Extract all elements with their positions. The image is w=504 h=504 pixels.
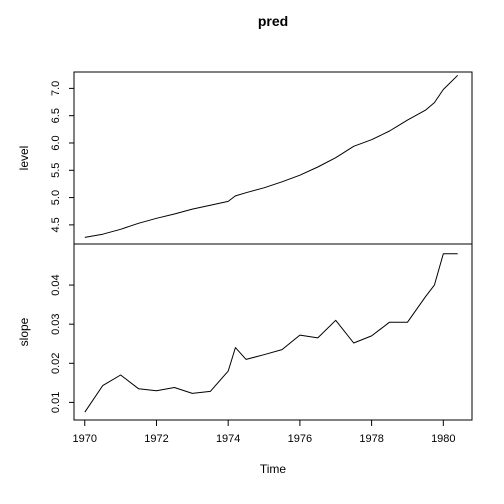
slope-y-ticks: 0.01 0.02 0.03 0.04 [50,274,74,413]
x-tick-label: 1972 [144,433,168,445]
slope-y-tick-label: 0.03 [50,313,62,334]
x-tick-label: 1976 [288,433,312,445]
slope-axis-label: slope [17,317,31,346]
level-y-tick-label: 6.0 [50,135,62,150]
level-y-tick-label: 5.0 [50,190,62,205]
slope-panel: slope 0.01 0.02 0.03 0.04 [17,243,473,421]
x-tick-label: 1974 [216,433,240,445]
level-series-line [84,74,459,238]
chart-title: pred [258,13,288,29]
level-y-tick-label: 4.5 [50,217,62,232]
x-axis-ticks: 1970 1972 1974 1976 1978 1980 [73,420,456,445]
x-tick-label: 1970 [73,433,97,445]
slope-y-tick-label: 0.04 [50,274,62,295]
slope-panel-frame [73,243,473,421]
level-panel-frame [73,71,473,245]
level-axis-label: level [17,146,31,171]
slope-series-line [84,253,458,413]
level-y-tick-label: 5.5 [50,163,62,178]
x-tick-label: 1978 [359,433,383,445]
x-tick-label: 1980 [431,433,455,445]
level-y-tick-label: 7.0 [50,81,62,96]
slope-y-tick-label: 0.01 [50,392,62,413]
x-axis-label: Time [260,462,287,476]
level-y-ticks: 4.5 5.0 5.5 6.0 6.5 7.0 [50,81,74,233]
level-panel: level 4.5 5.0 5.5 6.0 6.5 7.0 [17,71,473,245]
level-y-tick-label: 6.5 [50,108,62,123]
slope-y-tick-label: 0.02 [50,353,62,374]
